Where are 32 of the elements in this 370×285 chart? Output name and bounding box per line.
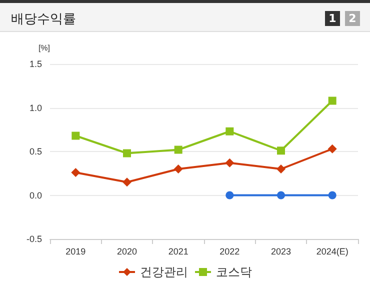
page-tab: 1 bbox=[325, 11, 340, 26]
point bbox=[276, 164, 286, 174]
point bbox=[174, 164, 183, 174]
legend-label: 건강관리 bbox=[140, 265, 188, 279]
y-tick-label: 1.5 bbox=[29, 59, 42, 69]
point bbox=[72, 132, 80, 140]
x-tick-label: 2021 bbox=[168, 246, 188, 256]
y-tick-label: 0.0 bbox=[29, 190, 42, 200]
x-tick-label: 2024(E) bbox=[316, 246, 348, 256]
point bbox=[71, 168, 80, 177]
chart-title: 배당수익률 bbox=[11, 11, 76, 28]
y-tick-label: -0.5 bbox=[26, 234, 42, 244]
page-tab: 2 bbox=[345, 11, 360, 26]
point bbox=[328, 96, 336, 105]
y-tick-label: 0.5 bbox=[29, 146, 42, 156]
point bbox=[328, 191, 336, 200]
point bbox=[328, 144, 337, 154]
point bbox=[123, 149, 131, 158]
point bbox=[122, 178, 132, 187]
y-axis-title: [%] bbox=[38, 44, 50, 52]
x-tick-label: 2023 bbox=[270, 246, 292, 256]
legend-label: 코스닥 bbox=[216, 265, 252, 279]
point bbox=[225, 158, 234, 168]
x-tick-label: 2019 bbox=[66, 246, 86, 256]
point bbox=[277, 146, 285, 155]
point bbox=[174, 146, 182, 154]
y-tick-label: 1.0 bbox=[29, 102, 42, 113]
x-tick-label: 2022 bbox=[220, 246, 240, 256]
point bbox=[277, 191, 285, 200]
point bbox=[226, 127, 234, 136]
point bbox=[226, 191, 234, 200]
x-tick-label: 2020 bbox=[116, 246, 138, 256]
